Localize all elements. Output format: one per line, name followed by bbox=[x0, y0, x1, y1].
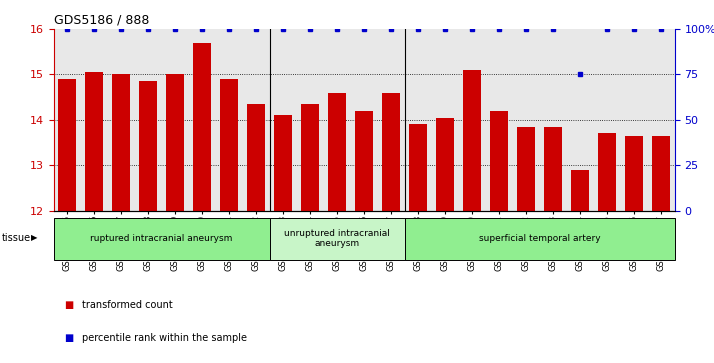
Bar bbox=[85, 72, 103, 211]
Bar bbox=[625, 136, 643, 211]
Bar bbox=[301, 104, 319, 211]
Bar bbox=[436, 118, 454, 211]
Text: superficial temporal artery: superficial temporal artery bbox=[479, 234, 600, 243]
Bar bbox=[54, 218, 270, 260]
Text: transformed count: transformed count bbox=[82, 300, 173, 310]
Bar bbox=[193, 43, 211, 211]
Bar bbox=[270, 218, 405, 260]
Bar bbox=[112, 74, 130, 211]
Bar bbox=[598, 133, 616, 211]
Bar bbox=[571, 170, 589, 211]
Text: unruptured intracranial
aneurysm: unruptured intracranial aneurysm bbox=[284, 229, 390, 248]
Bar bbox=[518, 127, 535, 211]
Bar bbox=[463, 70, 481, 211]
Bar bbox=[491, 111, 508, 211]
Bar bbox=[274, 115, 292, 211]
Bar bbox=[409, 124, 427, 211]
Text: ruptured intracranial aneurysm: ruptured intracranial aneurysm bbox=[91, 234, 233, 243]
Bar bbox=[247, 104, 265, 211]
Text: percentile rank within the sample: percentile rank within the sample bbox=[82, 333, 247, 343]
Text: ■: ■ bbox=[64, 333, 74, 343]
Bar bbox=[166, 74, 184, 211]
Bar bbox=[139, 81, 157, 211]
Bar bbox=[59, 79, 76, 211]
Text: ■: ■ bbox=[64, 300, 74, 310]
Text: tissue: tissue bbox=[1, 233, 31, 243]
Bar bbox=[405, 218, 675, 260]
Text: ▶: ▶ bbox=[31, 233, 38, 242]
Bar bbox=[653, 136, 670, 211]
Bar bbox=[383, 93, 400, 211]
Bar bbox=[328, 93, 346, 211]
Bar bbox=[221, 79, 238, 211]
Bar bbox=[356, 111, 373, 211]
Text: GDS5186 / 888: GDS5186 / 888 bbox=[54, 13, 149, 26]
Bar bbox=[544, 127, 562, 211]
